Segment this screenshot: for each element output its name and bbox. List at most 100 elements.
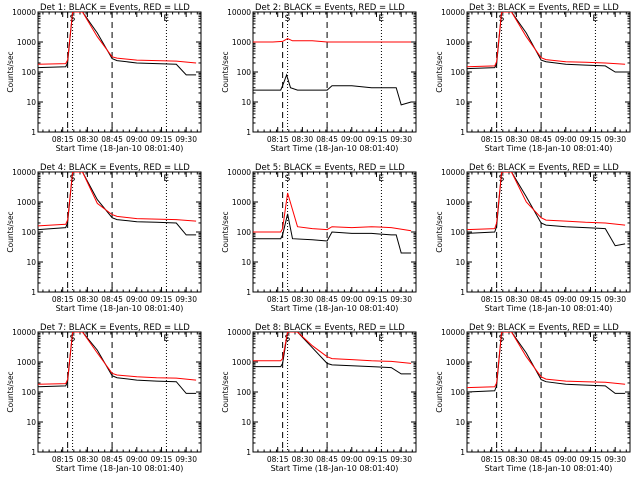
x-tick-label: 09:00 (126, 455, 148, 464)
chart-title: Det 3: BLACK = Events, RED = LLD (469, 3, 619, 13)
y-tick-label: 10000 (227, 8, 251, 17)
chart-panel-4: Det 4: BLACK = Events, RED = LLD 1 10 100 10… (6, 163, 202, 313)
y-tick-label: 1 (460, 128, 465, 137)
y-tick-label: 1 (31, 448, 36, 457)
x-tick-label: 09:15 (151, 135, 173, 144)
chart-title: Det 7: BLACK = Events, RED = LLD (40, 323, 190, 333)
y-tick-label: 1000 (17, 358, 36, 367)
x-axis-title: Start Time (18-Jan-10 08:01:40) (485, 144, 613, 153)
y-tick-label: 1000 (232, 358, 251, 367)
y-tick-label: 1000 (17, 198, 36, 207)
y-tick-label: 1 (460, 448, 465, 457)
y-tick-label: 10000 (227, 168, 251, 177)
x-tick-label: 09:30 (604, 455, 626, 464)
chart-title: Det 1: BLACK = Events, RED = LLD (40, 3, 190, 13)
plot-frame (466, 331, 631, 453)
x-tick-label: 09:30 (604, 135, 626, 144)
x-tick-label: 08:30 (506, 455, 528, 464)
series-line-events (38, 332, 197, 394)
chart-title: Det 5: BLACK = Events, RED = LLD (255, 163, 405, 173)
x-tick-label: 09:15 (580, 455, 602, 464)
end-marker-label: E (163, 334, 169, 344)
x-tick-label: 09:00 (555, 295, 577, 304)
x-tick-label: 08:45 (101, 295, 123, 304)
y-tick-label: 10 (455, 258, 465, 267)
x-tick-label: 09:15 (580, 295, 602, 304)
y-axis-title: Counts/sec (435, 51, 444, 92)
x-tick-label: 08:15 (267, 455, 289, 464)
y-tick-label: 100 (22, 388, 37, 397)
x-tick-label: 08:30 (506, 295, 528, 304)
y-tick-label: 10000 (12, 168, 36, 177)
y-tick-label: 10000 (12, 328, 36, 337)
series-line-events (467, 12, 626, 73)
chart-panel-5: Det 5: BLACK = Events, RED = LLD 1 10 100 10… (221, 163, 417, 313)
end-marker-label: E (378, 334, 384, 344)
x-tick-label: 08:30 (292, 295, 314, 304)
series-line-lld (467, 12, 626, 68)
y-tick-label: 10 (455, 98, 465, 107)
chart-title: Det 4: BLACK = Events, RED = LLD (40, 163, 190, 173)
y-axis-title: Counts/sec (221, 211, 230, 252)
x-tick-label: 09:00 (126, 295, 148, 304)
x-tick-label: 08:30 (77, 135, 99, 144)
plot-frame (466, 11, 631, 133)
y-tick-label: 100 (22, 228, 37, 237)
x-tick-label: 08:45 (101, 135, 123, 144)
y-tick-label: 1000 (446, 38, 465, 47)
plot-frame (37, 331, 202, 453)
y-tick-label: 1 (31, 128, 36, 137)
x-tick-label: 08:30 (292, 455, 314, 464)
series-line-events (467, 332, 626, 394)
series-line-events (38, 12, 197, 76)
y-tick-label: 1 (246, 288, 251, 297)
x-tick-label: 08:30 (506, 135, 528, 144)
y-axis-title: Counts/sec (221, 51, 230, 92)
series-line-events (253, 213, 412, 254)
x-tick-label: 08:30 (292, 135, 314, 144)
y-tick-label: 10000 (441, 168, 465, 177)
x-axis-title: Start Time (18-Jan-10 08:01:40) (271, 464, 399, 473)
y-tick-label: 10 (241, 418, 251, 427)
start-marker-label: S (285, 174, 291, 184)
series-line-lld (253, 192, 412, 233)
y-tick-label: 100 (237, 68, 252, 77)
x-tick-label: 08:15 (52, 135, 74, 144)
x-tick-label: 09:30 (175, 295, 197, 304)
y-tick-label: 100 (237, 228, 252, 237)
y-tick-label: 10 (26, 418, 36, 427)
y-tick-label: 10000 (441, 328, 465, 337)
x-tick-label: 09:15 (151, 295, 173, 304)
chart-title: Det 8: BLACK = Events, RED = LLD (255, 323, 405, 333)
y-tick-label: 100 (22, 68, 37, 77)
end-marker-label: E (378, 14, 384, 24)
series-line-events (253, 332, 412, 375)
start-marker-label: S (499, 174, 505, 184)
series-line-lld (38, 12, 197, 65)
x-tick-label: 09:00 (126, 135, 148, 144)
x-tick-label: 09:30 (390, 455, 412, 464)
x-tick-label: 09:15 (151, 455, 173, 464)
x-tick-label: 09:30 (604, 295, 626, 304)
x-tick-label: 08:45 (101, 455, 123, 464)
start-marker-label: S (70, 174, 76, 184)
y-tick-label: 1000 (446, 198, 465, 207)
plot-frame (37, 11, 202, 133)
y-tick-label: 10000 (12, 8, 36, 17)
x-tick-label: 09:15 (366, 135, 388, 144)
series-line-events (467, 172, 626, 247)
chart-panel-3: Det 3: BLACK = Events, RED = LLD 1 10 100 10… (435, 3, 631, 153)
x-tick-label: 09:00 (555, 135, 577, 144)
chart-title: Det 6: BLACK = Events, RED = LLD (469, 163, 619, 173)
series-line-events (253, 73, 412, 106)
y-axis-title: Counts/sec (6, 51, 15, 92)
chart-panel-7: Det 7: BLACK = Events, RED = LLD 1 10 100 10… (6, 323, 202, 473)
y-tick-label: 1 (246, 448, 251, 457)
chart-panel-9: Det 9: BLACK = Events, RED = LLD 1 10 100 10… (435, 323, 631, 473)
y-tick-label: 10000 (441, 8, 465, 17)
x-tick-label: 08:30 (77, 455, 99, 464)
series-line-lld (467, 172, 626, 231)
x-axis-title: Start Time (18-Jan-10 08:01:40) (56, 304, 184, 313)
end-marker-label: E (592, 334, 598, 344)
plot-frame (252, 11, 417, 133)
